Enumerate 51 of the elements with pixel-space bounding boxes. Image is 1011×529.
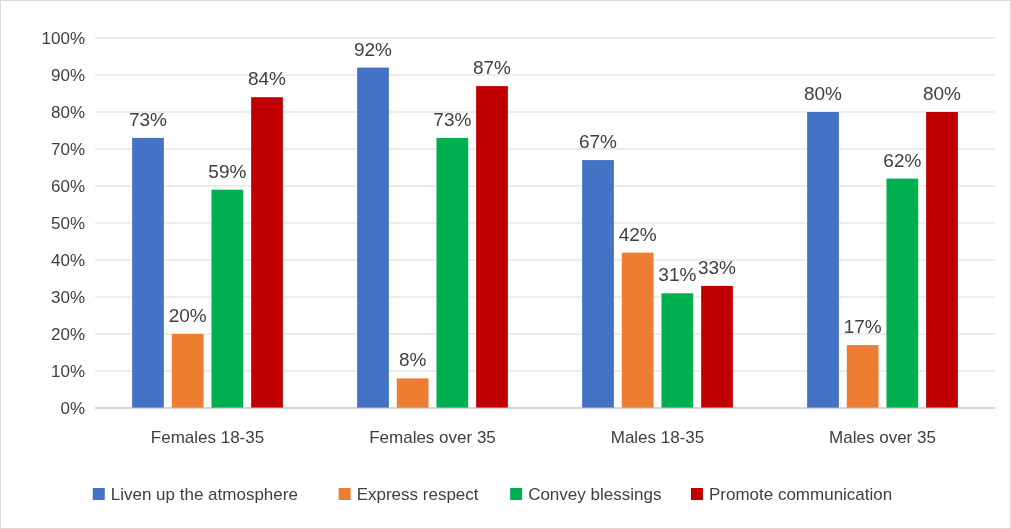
data-label: 8%: [398, 349, 427, 371]
y-tick-label: 100%: [41, 28, 85, 48]
data-label: 67%: [578, 131, 618, 153]
data-label: 84%: [247, 68, 287, 90]
bar: [251, 97, 283, 408]
bar: [357, 67, 389, 408]
data-label: 87%: [472, 57, 512, 79]
data-label: 92%: [353, 38, 393, 60]
bar: [132, 137, 164, 408]
data-label: 33%: [697, 256, 737, 278]
y-tick-label: 90%: [50, 65, 85, 85]
y-tick-label: 30%: [50, 287, 85, 307]
x-tick-label: Males over 35: [829, 428, 936, 447]
bar: [807, 112, 839, 408]
legend-label: Express respect: [356, 484, 479, 504]
bar: [396, 378, 429, 408]
bar: [476, 86, 508, 408]
data-label: 73%: [128, 108, 168, 130]
data-label: 20%: [168, 305, 207, 326]
y-tick-label: 10%: [50, 361, 85, 381]
data-label: 59%: [208, 160, 247, 182]
data-label: 62%: [883, 149, 922, 171]
bar: [926, 112, 958, 408]
data-label: 80%: [922, 83, 962, 104]
bar: [582, 160, 614, 408]
bar: [701, 285, 733, 408]
y-tick-label: 0%: [60, 398, 85, 418]
data-label: 31%: [658, 264, 697, 286]
x-tick-label: Males 18-35: [610, 428, 705, 447]
x-tick-label: Females over 35: [369, 428, 496, 447]
bar: [171, 334, 204, 408]
data-label: 80%: [803, 83, 843, 104]
legend-label: Liven up the atmosphere: [110, 484, 298, 504]
data-label: 42%: [618, 223, 657, 245]
data-label: 17%: [843, 316, 882, 338]
y-tick-label: 20%: [50, 324, 85, 344]
y-tick-label: 70%: [50, 139, 85, 159]
y-tick-label: 50%: [50, 213, 85, 233]
y-tick-label: 80%: [50, 102, 85, 122]
y-tick-label: 60%: [50, 176, 85, 196]
bar: [621, 252, 654, 408]
bar: [846, 345, 879, 408]
bar: [211, 189, 244, 408]
x-tick-label: Females 18-35: [150, 428, 265, 447]
bar: [886, 178, 919, 408]
data-label: 73%: [433, 108, 472, 130]
legend-label: Promote communication: [708, 484, 893, 504]
bar: [436, 137, 469, 408]
bar: [661, 293, 694, 408]
legend-label: Convey blessings: [528, 484, 662, 504]
y-tick-label: 40%: [50, 250, 85, 270]
